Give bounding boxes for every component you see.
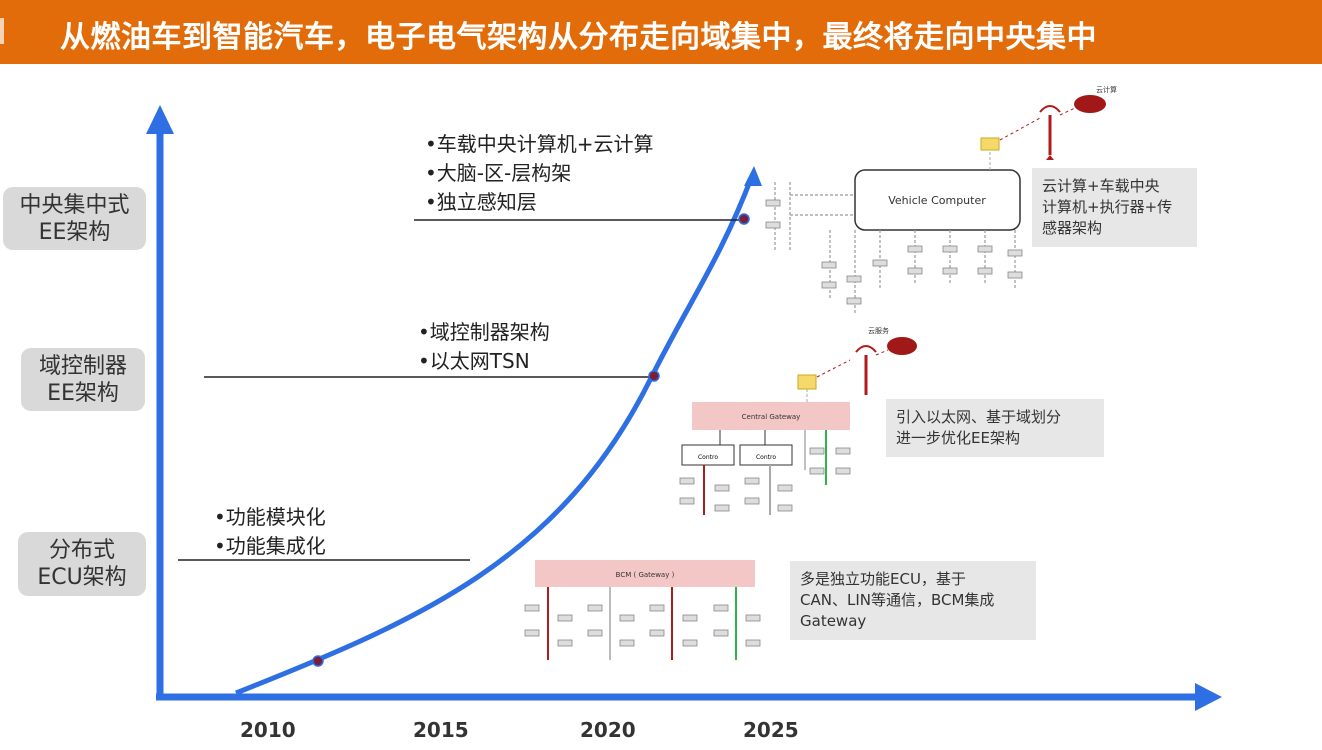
central-gateway-box — [692, 402, 850, 430]
page-title: 从燃油车到智能汽车，电子电气架构从分布走向域集中，最终将走向中央集中 — [60, 20, 1097, 55]
domain-features: 域控制器架构 以太网TSN — [418, 318, 550, 376]
domain-architecture-diagram: Central Gateway Contro Contro 云服务 — [679, 326, 917, 515]
year-2020: 2020 — [580, 718, 636, 742]
central-tbox — [980, 137, 1000, 151]
growth-curve — [235, 175, 755, 696]
note-distributed-line: Gateway — [800, 612, 867, 630]
central-cloud-label: 云计算 — [1096, 85, 1117, 94]
distributed-feature-item: 功能集成化 — [214, 532, 326, 561]
note-central-line: 感器架构 — [1042, 219, 1103, 237]
milestone-distributed — [312, 655, 324, 667]
level-distributed: 分布式 ECU架构 — [18, 532, 146, 596]
domain-ecu-nodes — [679, 447, 851, 512]
distributed-features: 功能模块化 功能集成化 — [214, 503, 326, 561]
note-central-line: 计算机+执行器+传 — [1042, 198, 1173, 216]
level-central-line2: EE架构 — [38, 219, 111, 245]
x-axis-arrowhead — [1195, 683, 1222, 711]
central-architecture-diagram: Vehicle Computer — [765, 85, 1117, 315]
central-feature-item: 独立感知层 — [425, 188, 654, 217]
central-features: 车载中央计算机+云计算 大脑-区-层构架 独立感知层 — [425, 130, 654, 217]
y-axis-arrowhead — [146, 105, 174, 134]
year-2010: 2010 — [240, 718, 296, 742]
domain-controller-2 — [739, 444, 793, 466]
central-antenna-icon — [1046, 155, 1054, 160]
note-distributed-line: 多是独立功能ECU，基于 — [800, 570, 966, 588]
note-domain-line: 进一步优化EE架构 — [896, 429, 1020, 447]
growth-curve-arrowhead — [744, 166, 762, 186]
central-bottom-bus — [829, 230, 1016, 315]
central-left-bus — [774, 182, 855, 250]
bcm-gateway-box — [535, 560, 755, 587]
note-central-line: 云计算+车载中央 — [1042, 177, 1160, 195]
note-distributed-line: CAN、LIN等通信，BCM集成 — [800, 591, 995, 609]
milestone-central — [738, 213, 750, 225]
year-2025: 2025 — [743, 718, 799, 742]
domain-feature-item: 以太网TSN — [418, 347, 550, 376]
central-radio-link — [999, 117, 1041, 141]
domain-cloud-label: 云服务 — [868, 326, 889, 335]
year-2015: 2015 — [413, 718, 469, 742]
bcm-ecu-nodes — [524, 604, 761, 647]
level-distributed-line1: 分布式 — [48, 538, 115, 563]
distributed-architecture-diagram: BCM ( Gateway ) — [524, 560, 761, 660]
vehicle-computer-label: Vehicle Computer — [888, 194, 986, 207]
central-feature-item: 大脑-区-层构架 — [425, 159, 654, 188]
level-distributed-line2: ECU架构 — [37, 565, 127, 590]
central-gateway-label: Central Gateway — [742, 413, 801, 421]
level-central: 中央集中式 EE架构 — [3, 187, 146, 250]
note-distributed: 多是独立功能ECU，基于 CAN、LIN等通信，BCM集成 Gateway — [790, 561, 1036, 640]
domain-controller-2-label: Contro — [756, 454, 776, 461]
level-central-line1: 中央集中式 — [19, 192, 130, 218]
central-feature-item: 车载中央计算机+云计算 — [425, 130, 654, 159]
note-domain-line: 引入以太网、基于域划分 — [896, 408, 1062, 426]
note-central: 云计算+车载中央 计算机+执行器+传 感器架构 — [1032, 168, 1197, 247]
central-ecu-nodes — [765, 199, 1023, 305]
banner-marker — [0, 18, 4, 44]
domain-controller-1-label: Contro — [698, 454, 718, 461]
domain-tbox — [797, 374, 817, 390]
domain-cloud-icon — [887, 337, 917, 355]
vehicle-computer-box — [854, 169, 1021, 231]
note-domain: 引入以太网、基于域划分 进一步优化EE架构 — [886, 399, 1104, 457]
domain-controller-1 — [681, 444, 735, 466]
level-domain-line1: 域控制器 — [38, 353, 127, 379]
domain-feature-item: 域控制器架构 — [418, 318, 550, 347]
level-domain-line2: EE架构 — [47, 380, 119, 406]
central-cloud-icon — [1074, 95, 1106, 113]
title-banner: 从燃油车到智能汽车，电子电气架构从分布走向域集中，最终将走向中央集中 — [0, 0, 1322, 64]
bcm-gateway-label: BCM ( Gateway ) — [616, 571, 675, 579]
level-domain: 域控制器 EE架构 — [21, 348, 145, 411]
distributed-feature-item: 功能模块化 — [214, 503, 326, 532]
milestone-domain — [648, 370, 660, 382]
